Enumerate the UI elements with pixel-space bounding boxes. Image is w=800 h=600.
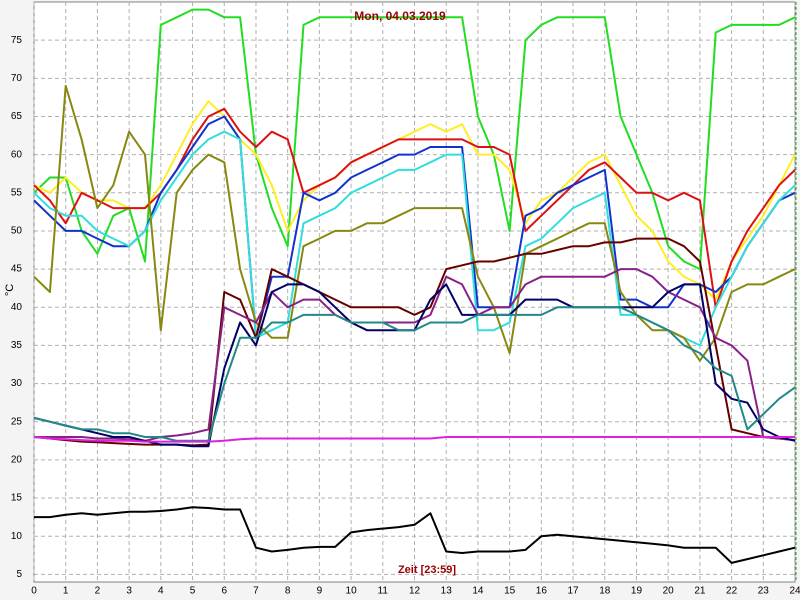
x-tick-label: 17 — [567, 586, 579, 597]
y-tick-label: 5 — [16, 569, 22, 580]
series-line — [33, 8, 796, 271]
x-tick-label: 12 — [409, 586, 421, 597]
x-tick-label: 2 — [95, 586, 101, 597]
x-tick-label: 20 — [663, 586, 675, 597]
y-tick-label: 35 — [11, 340, 23, 351]
series-line — [33, 100, 796, 301]
series-line — [33, 436, 795, 443]
x-tick-label: 19 — [631, 586, 643, 597]
y-axis-label: °C — [4, 284, 16, 296]
x-tick-label: 15 — [504, 586, 516, 597]
y-tick-label: 55 — [11, 187, 23, 198]
y-tick-label: 60 — [11, 149, 23, 160]
x-tick-label: 4 — [158, 586, 164, 597]
grid — [33, 2, 796, 582]
y-tick-label: 40 — [11, 302, 23, 313]
x-tick-label: 9 — [317, 586, 323, 597]
x-tick-label: 6 — [221, 586, 227, 597]
y-tick-label: 65 — [11, 111, 23, 122]
series-group — [33, 8, 796, 564]
series-line — [33, 115, 796, 339]
y-tick-label: 30 — [11, 378, 23, 389]
x-tick-label: 8 — [285, 586, 291, 597]
x-tick-label: 24 — [789, 586, 800, 597]
x-tick-label: 18 — [599, 586, 611, 597]
x-tick-label: 23 — [758, 586, 770, 597]
x-tick-label: 7 — [253, 586, 259, 597]
x-tick-label: 14 — [472, 586, 484, 597]
x-tick-label: 21 — [694, 586, 706, 597]
y-tick-label: 50 — [11, 226, 23, 237]
chart-title: Mon, 04.03.2019 — [354, 9, 446, 23]
x-tick-label: 13 — [441, 586, 453, 597]
y-tick-label: 10 — [11, 531, 23, 542]
x-axis-label: Zeit [23:59] — [398, 564, 456, 576]
x-tick-label: 3 — [126, 586, 132, 597]
x-tick-label: 5 — [190, 586, 196, 597]
y-tick-label: 25 — [11, 416, 23, 427]
y-tick-label: 45 — [11, 264, 23, 275]
x-tick-label: 1 — [63, 586, 69, 597]
series-line — [34, 506, 796, 564]
x-tick-label: 22 — [726, 586, 738, 597]
y-tick-label: 70 — [11, 73, 23, 84]
x-tick-label: 11 — [378, 586, 389, 597]
y-tick-label: 20 — [11, 455, 23, 466]
x-tick-label: 16 — [536, 586, 548, 597]
x-tick-label: 10 — [346, 586, 358, 597]
y-tick-label: 15 — [11, 493, 23, 504]
series-line — [33, 306, 796, 442]
x-tick-label: 0 — [31, 586, 37, 597]
y-tick-label: 75 — [11, 35, 23, 46]
